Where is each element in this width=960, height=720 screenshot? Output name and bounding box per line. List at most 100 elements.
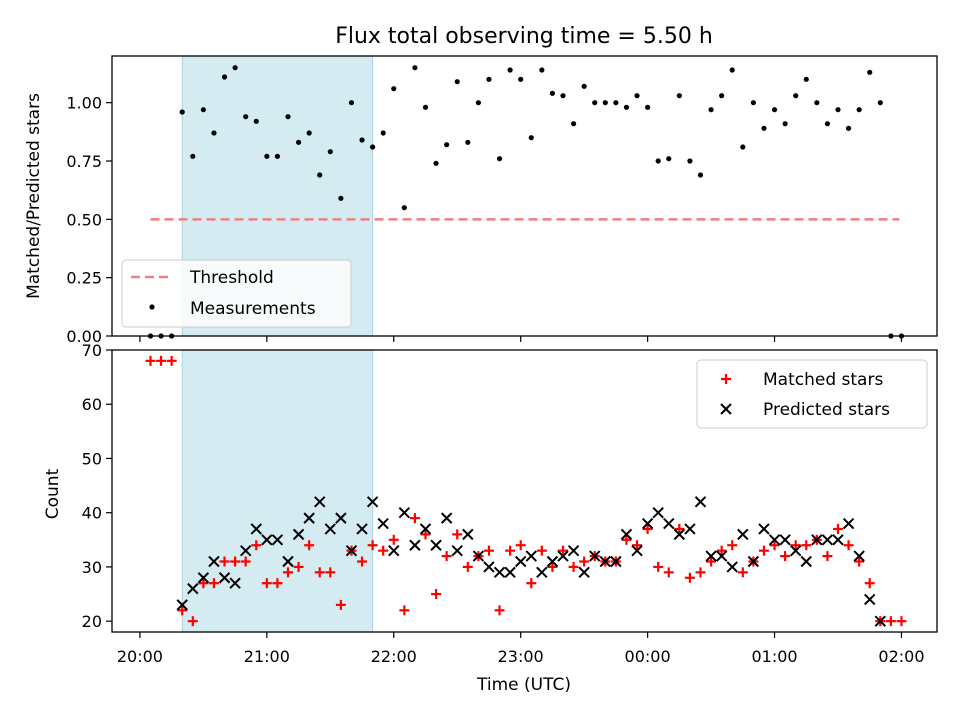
matched-star-point bbox=[632, 540, 643, 551]
top-x-ticks bbox=[139, 336, 903, 342]
predicted-star-point bbox=[398, 506, 411, 519]
measurement-point bbox=[179, 109, 185, 115]
predicted-star-point bbox=[430, 539, 442, 551]
predicted-star-point bbox=[176, 599, 188, 611]
measurement-point bbox=[221, 74, 228, 80]
measurement-point bbox=[253, 118, 259, 124]
predicted-star-point bbox=[758, 523, 770, 535]
predicted-star-point-b bbox=[715, 550, 728, 562]
predicted-star-point bbox=[271, 534, 284, 546]
chart-title: Flux total observing time = 5.50 h bbox=[335, 24, 713, 49]
bottom-y-tick-label: 30 bbox=[82, 558, 102, 577]
matched-star-point bbox=[716, 545, 727, 556]
measurement-point bbox=[602, 100, 608, 106]
matched-star-point bbox=[758, 545, 769, 556]
predicted-star-point bbox=[525, 550, 537, 562]
measurement-point bbox=[814, 100, 820, 106]
bottom-y-axis: 20 30 40 50 60 70 bbox=[82, 341, 112, 631]
measurement-point bbox=[570, 121, 577, 127]
predicted-star-point bbox=[419, 523, 432, 535]
predicted-star-point bbox=[229, 577, 241, 589]
predicted-star-point bbox=[800, 555, 812, 568]
matched-star-point bbox=[198, 578, 209, 589]
measurement-point bbox=[507, 67, 513, 73]
measurement-point bbox=[750, 100, 756, 106]
predicted-star-point-b bbox=[536, 566, 548, 579]
matched-star-point bbox=[727, 540, 738, 551]
predicted-star-point-b bbox=[218, 572, 231, 584]
predicted-star-point bbox=[715, 550, 728, 562]
measurement-point bbox=[338, 195, 344, 201]
matched-star-point bbox=[452, 529, 463, 540]
predicted-star-point-b bbox=[557, 550, 569, 562]
predicted-star-point bbox=[694, 496, 707, 508]
legend-matched-swatch bbox=[721, 374, 731, 384]
matched-star-point bbox=[568, 561, 579, 572]
top-y-tick-label: 0.75 bbox=[66, 152, 102, 171]
predicted-star-point bbox=[366, 496, 379, 508]
predicted-star-point-b bbox=[842, 517, 855, 530]
predicted-star-point-b bbox=[398, 506, 411, 519]
predicted-star-point bbox=[737, 528, 749, 541]
bottom-y-tick-label: 70 bbox=[82, 341, 102, 360]
matched-star-point bbox=[663, 567, 674, 578]
legend-plus-marker bbox=[721, 374, 731, 384]
measurement-point bbox=[623, 104, 630, 110]
matched-star-point bbox=[653, 561, 664, 572]
predicted-star-point bbox=[483, 561, 495, 573]
predicted-star-point-b bbox=[282, 555, 294, 568]
matched-star-point bbox=[219, 556, 230, 567]
measurement-point bbox=[243, 114, 249, 120]
matched-star-point bbox=[536, 545, 547, 556]
predicted-star-point-b bbox=[261, 534, 273, 546]
measurement-point bbox=[708, 107, 714, 113]
measurement-point bbox=[655, 158, 661, 164]
predicted-star-point-b bbox=[673, 528, 686, 541]
predicted-star-point-b bbox=[779, 534, 791, 546]
matched-star-point bbox=[674, 523, 685, 534]
matched-star-point bbox=[261, 578, 272, 589]
matched-star-point bbox=[240, 556, 251, 567]
measurement-point bbox=[645, 104, 651, 110]
matched-star-point bbox=[579, 556, 590, 567]
predicted-star-point bbox=[377, 517, 389, 530]
legend-measurements-swatch bbox=[149, 304, 155, 310]
matched-star-point bbox=[283, 567, 293, 578]
bottom-legend-box bbox=[696, 359, 928, 429]
predicted-star-point-b bbox=[409, 539, 421, 551]
matched-star-point bbox=[833, 523, 843, 534]
matched-star-point bbox=[441, 551, 452, 562]
measurement-point bbox=[274, 153, 281, 159]
matched-star-point bbox=[801, 540, 812, 551]
measurement-point bbox=[317, 172, 323, 178]
predicted-star-point-b bbox=[303, 512, 315, 524]
measurement-point bbox=[454, 79, 460, 85]
measurement-point bbox=[592, 100, 598, 106]
predicted-star-point bbox=[282, 555, 294, 568]
shaded-region-rect bbox=[182, 350, 373, 632]
predicted-star-point-b bbox=[864, 593, 876, 606]
matched-star-point bbox=[251, 540, 262, 551]
measurement-point bbox=[687, 158, 693, 164]
matched-star-point bbox=[156, 355, 167, 366]
matched-star-point bbox=[462, 561, 473, 572]
predicted-star-point bbox=[705, 550, 717, 562]
shaded-region-bottom bbox=[181, 350, 374, 632]
measurement-point bbox=[719, 93, 725, 99]
predicted-star-point-b bbox=[324, 523, 337, 535]
predicted-star-point-b bbox=[239, 544, 252, 557]
bottom-y-tick-label: 50 bbox=[82, 449, 102, 468]
predicted-star-point-b bbox=[768, 534, 781, 546]
legend-predicted-label: Predicted stars bbox=[763, 400, 890, 420]
measurement-point bbox=[856, 107, 862, 113]
predicted-star-point-b bbox=[176, 599, 188, 611]
predicted-star-point-b bbox=[472, 550, 485, 562]
predicted-star-point-b bbox=[589, 550, 601, 562]
predicted-stars-points bbox=[176, 496, 887, 627]
predicted-star-point-b bbox=[271, 534, 284, 546]
predicted-star-point-b bbox=[335, 512, 347, 524]
matched-star-point bbox=[378, 545, 389, 556]
top-y-tick-label: 0.50 bbox=[66, 210, 102, 229]
x-tick-label-20-00: 20:00 bbox=[117, 647, 163, 666]
bottom-y-axis-label: Count bbox=[43, 468, 63, 519]
